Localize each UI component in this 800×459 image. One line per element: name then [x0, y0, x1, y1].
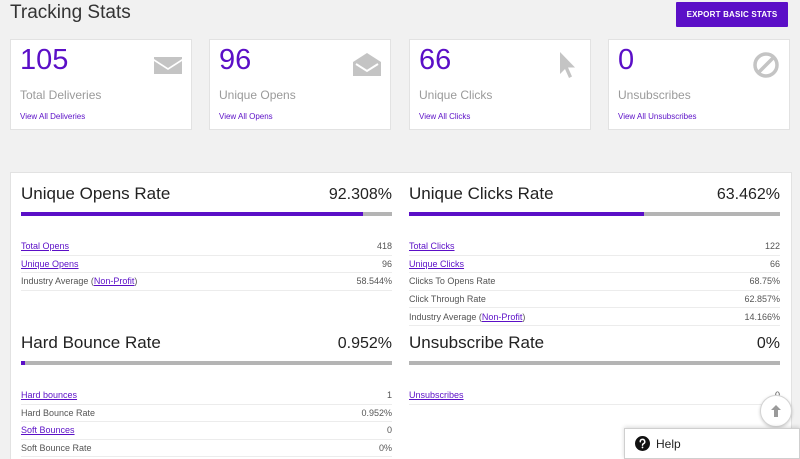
progress-fill	[21, 361, 25, 365]
row-value: 0.952%	[361, 407, 392, 418]
section-title: Unique Opens Rate	[21, 184, 171, 203]
stat-value: 105	[20, 44, 69, 76]
clicks-rate-progress	[409, 212, 780, 216]
question-circle-icon	[635, 436, 650, 451]
total-opens-link[interactable]: Total Opens	[21, 241, 70, 252]
bounce-rate-progress	[21, 361, 392, 365]
unsubscribe-rate-section: Unsubscribe Rate 0% Unsubscribes 0	[409, 333, 780, 405]
opens-rate-section: Unique Opens Rate 92.308% Total Opens 41…	[21, 184, 392, 291]
table-row: Unique Opens 96	[21, 256, 392, 274]
row-value: 0	[386, 425, 392, 436]
table-row: Total Opens 418	[21, 238, 392, 256]
industry-prefix: Industry Average (	[409, 311, 482, 322]
row-value: 68.75%	[749, 276, 780, 287]
rate-value: 0.952%	[337, 335, 392, 352]
cursor-pointer-icon	[560, 52, 575, 78]
ban-icon	[753, 52, 779, 78]
row-label: Hard Bounce Rate	[21, 407, 96, 418]
row-value: 96	[381, 258, 392, 269]
view-all-deliveries-link[interactable]: View All Deliveries	[20, 112, 86, 121]
clicks-rate-section: Unique Clicks Rate 63.462% Total Clicks …	[409, 184, 780, 326]
envelope-closed-icon	[154, 57, 182, 74]
rate-value: 0%	[756, 335, 780, 352]
soft-bounces-link[interactable]: Soft Bounces	[21, 425, 75, 436]
table-row: Hard bounces 1	[21, 387, 392, 405]
page-title: Tracking Stats	[10, 2, 131, 23]
stat-value: 66	[419, 44, 452, 76]
table-row: Soft Bounces 0	[21, 422, 392, 440]
industry-prefix: Industry Average (	[21, 276, 94, 287]
table-row: Total Clicks 122	[409, 238, 780, 256]
unique-opens-link[interactable]: Unique Opens	[21, 258, 79, 269]
row-value: 0%	[378, 443, 392, 454]
table-row: Hard Bounce Rate 0.952%	[21, 405, 392, 423]
table-row: Click Through Rate 62.857%	[409, 291, 780, 309]
progress-fill	[21, 212, 364, 216]
row-label: Soft Bounce Rate	[21, 443, 92, 454]
rates-panel: Unique Opens Rate 92.308% Total Opens 41…	[10, 172, 792, 459]
row-value: 66	[769, 258, 780, 269]
row-value: 14.166%	[744, 311, 780, 322]
row-value: 1	[386, 390, 392, 401]
non-profit-link[interactable]: Non-Profit	[481, 311, 523, 322]
stat-label: Unsubscribes	[618, 88, 691, 102]
table-row: Unique Clicks 66	[409, 256, 780, 274]
table-row: Unsubscribes 0	[409, 387, 780, 405]
table-row: Industry Average (Non-Profit) 14.166%	[409, 308, 780, 326]
stat-card-clicks: 66 Unique Clicks View All Clicks	[409, 39, 591, 130]
view-all-unsubscribes-link[interactable]: View All Unsubscribes	[618, 112, 697, 121]
industry-average-label: Industry Average (Non-Profit)	[409, 312, 525, 322]
unsubscribes-link[interactable]: Unsubscribes	[409, 390, 464, 401]
stat-label: Total Deliveries	[20, 88, 102, 102]
row-label: Clicks To Opens Rate	[409, 276, 496, 287]
stat-label: Unique Opens	[219, 88, 296, 102]
row-value: 62.857%	[744, 294, 780, 305]
total-clicks-link[interactable]: Total Clicks	[409, 241, 455, 252]
export-basic-stats-button[interactable]: EXPORT BASIC STATS	[676, 2, 788, 27]
opens-rate-progress	[21, 212, 392, 216]
row-value: 418	[376, 241, 392, 252]
help-button[interactable]: Help	[624, 428, 800, 459]
non-profit-link[interactable]: Non-Profit	[93, 276, 135, 287]
section-title: Hard Bounce Rate	[21, 333, 161, 352]
rate-value: 63.462%	[716, 186, 780, 203]
arrow-up-icon	[771, 405, 781, 417]
row-value: 122	[764, 241, 780, 252]
row-label: Click Through Rate	[409, 294, 486, 305]
stat-label: Unique Clicks	[419, 88, 493, 102]
help-label: Help	[656, 436, 681, 451]
industry-average-label: Industry Average (Non-Profit)	[21, 276, 137, 286]
industry-suffix: )	[522, 311, 526, 322]
section-title: Unsubscribe Rate	[409, 333, 545, 352]
rate-value: 92.308%	[328, 186, 392, 203]
view-all-opens-link[interactable]: View All Opens	[219, 112, 273, 121]
stat-card-opens: 96 Unique Opens View All Opens	[209, 39, 391, 130]
table-row: Industry Average (Non-Profit) 58.544%	[21, 273, 392, 291]
bounce-rate-section: Hard Bounce Rate 0.952% Hard bounces 1 H…	[21, 333, 392, 458]
scroll-to-top-button[interactable]	[760, 395, 792, 427]
stat-value: 0	[618, 44, 635, 76]
envelope-open-icon	[353, 53, 381, 76]
unsubscribe-rate-progress	[409, 361, 780, 365]
table-row: Soft Bounce Rate 0%	[21, 440, 392, 458]
stat-value: 96	[219, 44, 252, 76]
unique-clicks-link[interactable]: Unique Clicks	[409, 258, 465, 269]
stat-card-unsubscribes: 0 Unsubscribes View All Unsubscribes	[608, 39, 790, 130]
progress-fill	[409, 212, 645, 216]
industry-suffix: )	[134, 276, 138, 287]
view-all-clicks-link[interactable]: View All Clicks	[419, 112, 471, 121]
table-row: Clicks To Opens Rate 68.75%	[409, 273, 780, 291]
stat-card-deliveries: 105 Total Deliveries View All Deliveries	[10, 39, 192, 130]
section-title: Unique Clicks Rate	[409, 184, 554, 203]
hard-bounces-link[interactable]: Hard bounces	[21, 390, 78, 401]
row-value: 58.544%	[356, 276, 392, 287]
